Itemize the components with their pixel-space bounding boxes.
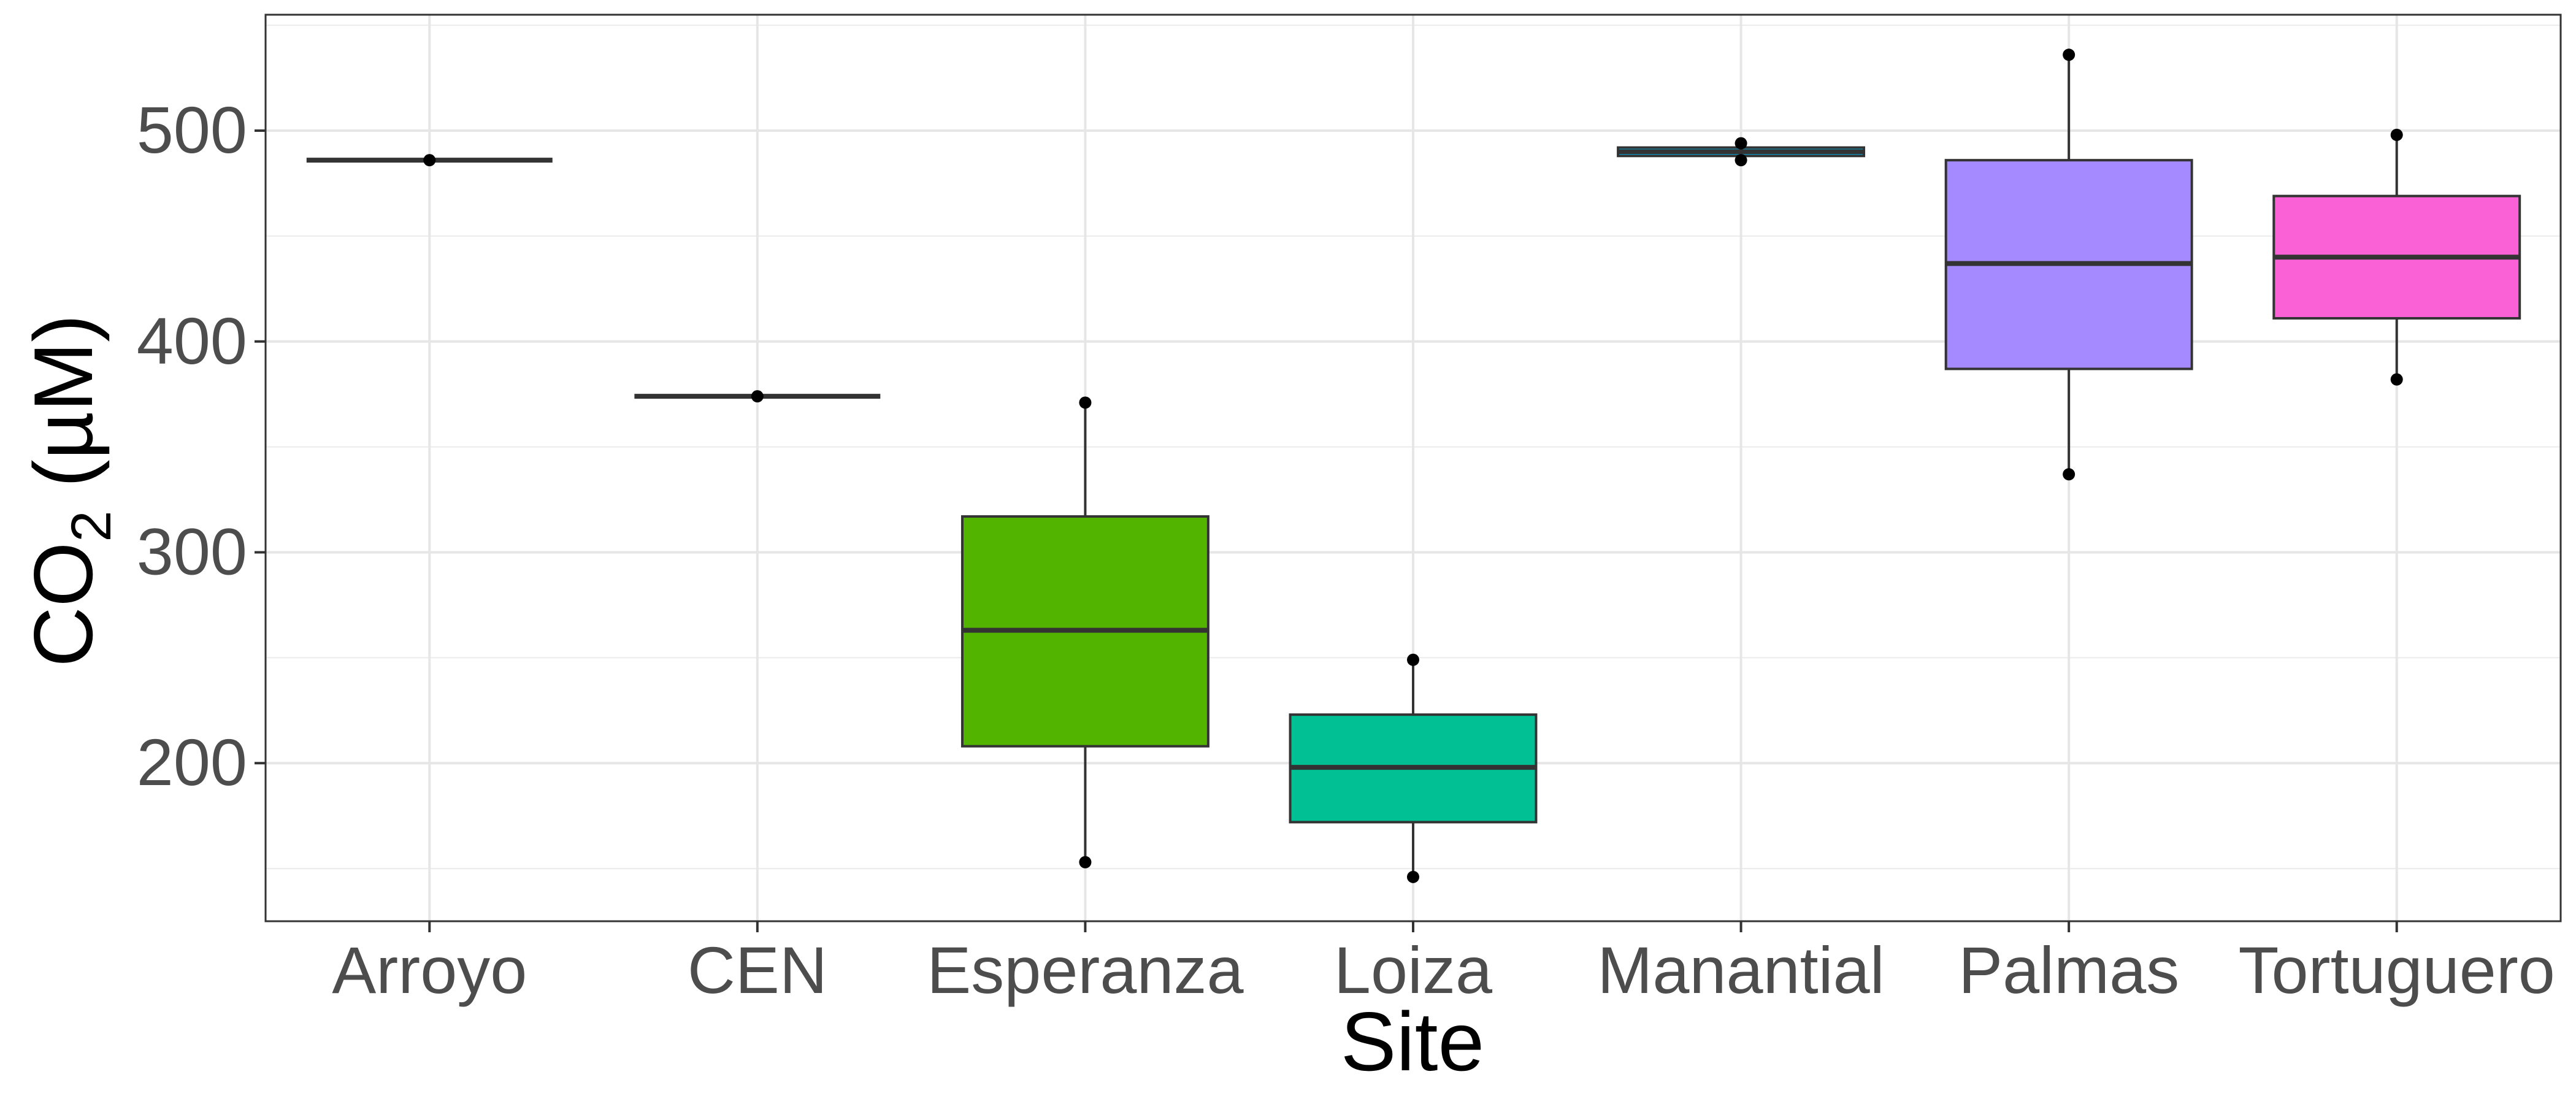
box-group-esperanza xyxy=(960,396,1209,868)
data-point xyxy=(2063,48,2076,61)
x-tick-label: Tortuguero xyxy=(2239,933,2555,1007)
data-point xyxy=(1735,154,1747,167)
data-point xyxy=(1079,396,1092,409)
boxes xyxy=(306,48,2521,883)
y-axis-title-subscript: 2 xyxy=(60,510,123,542)
box-group-arroyo xyxy=(306,154,553,167)
x-axis-title: Site xyxy=(1341,995,1484,1088)
y-tick-label: 300 xyxy=(137,514,247,588)
x-tick-label: Palmas xyxy=(1958,933,2179,1007)
x-tick-label: Arroyo xyxy=(332,933,527,1007)
data-point xyxy=(751,390,764,403)
box-group-palmas xyxy=(1944,48,2193,481)
y-tick-label: 500 xyxy=(137,93,247,167)
data-point xyxy=(1735,137,1747,150)
x-tick-label: Loiza xyxy=(1334,933,1493,1007)
box-group-tortuguero xyxy=(2272,128,2521,386)
data-point xyxy=(1079,856,1092,868)
x-tick-label: Esperanza xyxy=(927,933,1244,1007)
data-point xyxy=(1407,653,1419,666)
data-point xyxy=(2390,373,2403,386)
y-axis-title-unit: (µM) xyxy=(17,314,110,510)
data-point xyxy=(1407,870,1419,883)
x-tick-label: CEN xyxy=(688,933,827,1007)
data-point xyxy=(2390,128,2403,141)
axes: 200 300 400 500 Arroyo CEN Esperanza Loiza Manan… xyxy=(137,93,2555,1007)
y-axis-title-main: CO xyxy=(17,542,110,667)
data-point xyxy=(2063,468,2076,481)
box-group-manantial xyxy=(1617,137,1866,167)
box-group-loiza xyxy=(1289,653,1538,883)
data-point xyxy=(423,154,436,167)
y-tick-label: 400 xyxy=(137,304,247,378)
y-axis-title: CO2 (µM) xyxy=(17,314,123,667)
y-tick-label: 200 xyxy=(137,725,247,799)
box-group-cen xyxy=(634,390,881,403)
x-tick-label: Manantial xyxy=(1597,933,1884,1007)
